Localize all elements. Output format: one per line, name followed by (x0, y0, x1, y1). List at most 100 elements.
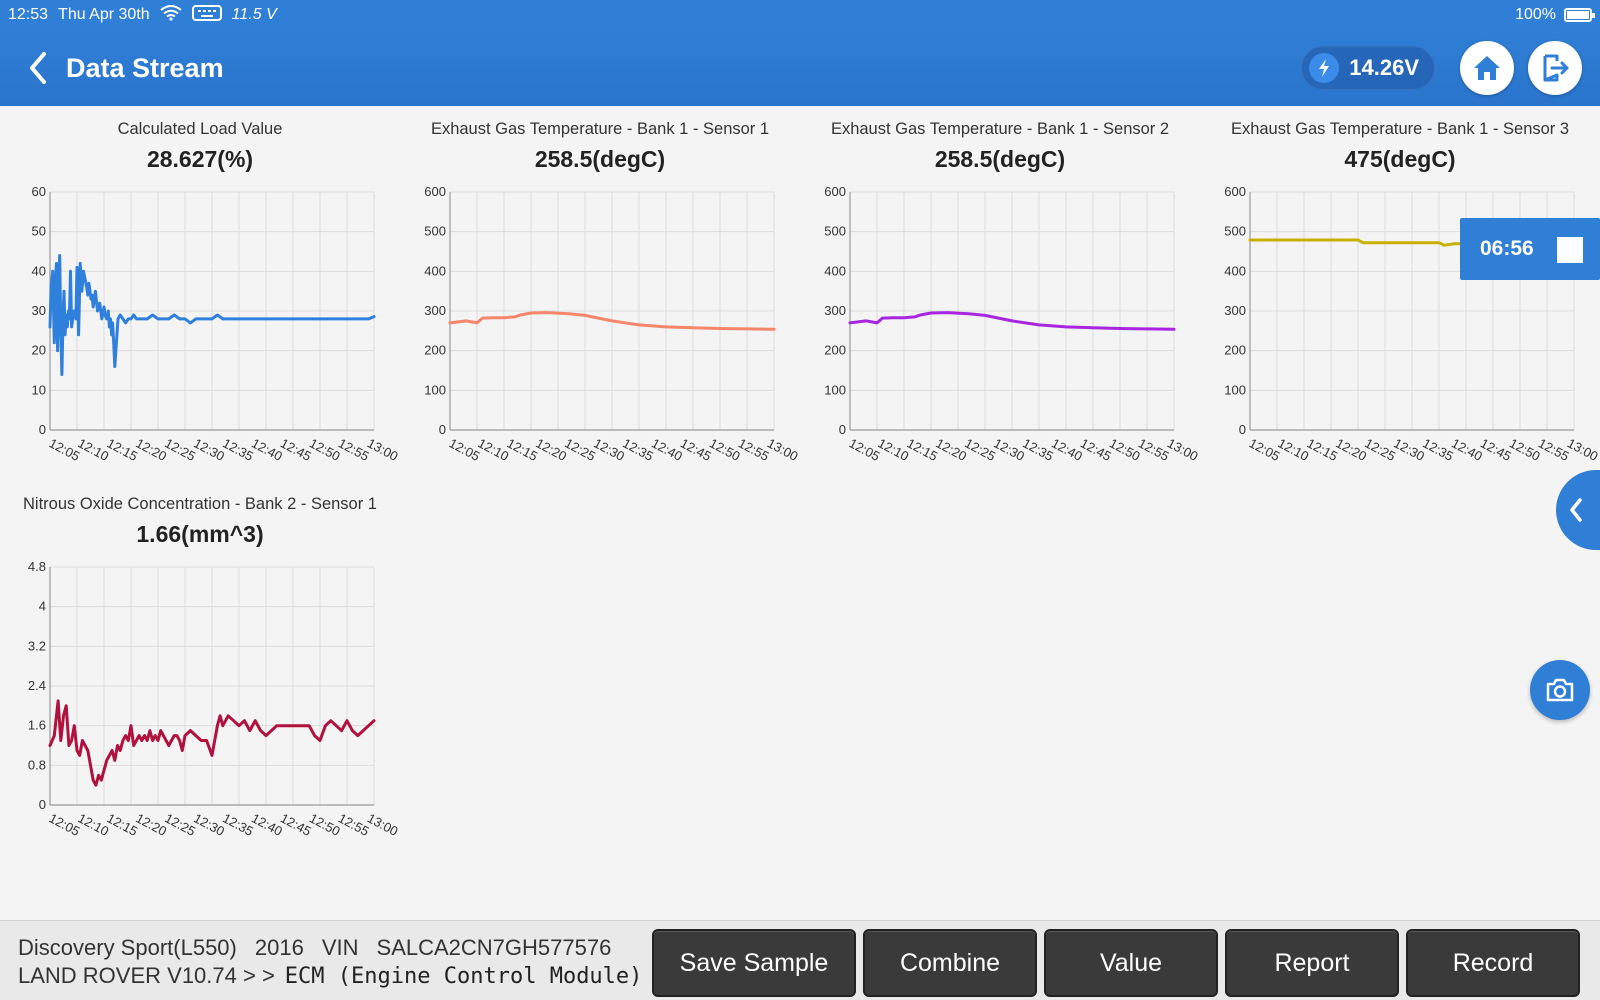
x-tick-label: 12:10 (76, 810, 112, 839)
x-tick-label: 12:35 (1420, 435, 1456, 464)
x-tick-label: 12:45 (1078, 435, 1114, 464)
y-tick-label: 300 (824, 303, 846, 318)
y-tick-label: 0 (839, 422, 846, 437)
y-tick-label: 1.6 (28, 718, 46, 733)
egt-sensor1-chart: 010020030040050060012:0512:1012:1512:201… (424, 184, 800, 464)
chart-title: Calculated Load Value (117, 120, 283, 138)
x-tick-label: 12:55 (336, 810, 372, 839)
y-tick-label: 3.2 (28, 638, 46, 653)
x-tick-label: 12:05 (1247, 435, 1283, 464)
timer-value: 06:56 (1480, 237, 1534, 260)
y-tick-label: 600 (424, 184, 446, 199)
date: Thu Apr 30th (58, 6, 150, 23)
x-tick-label: 12:40 (649, 435, 685, 464)
x-tick-label: 12:20 (133, 435, 169, 464)
wifi-icon (160, 4, 182, 26)
x-tick-label: 12:15 (104, 810, 140, 839)
x-tick-label: 12:35 (1020, 435, 1056, 464)
x-tick-label: 12:25 (162, 810, 198, 839)
y-tick-label: 600 (1224, 184, 1246, 199)
x-tick-label: 12:10 (476, 435, 512, 464)
app-header: Data Stream 14.26V (0, 30, 1600, 106)
x-tick-label: 12:35 (220, 435, 256, 464)
x-tick-label: 12:05 (47, 810, 83, 839)
screenshot-button[interactable] (1530, 660, 1590, 720)
x-tick-label: 12:55 (736, 435, 772, 464)
y-tick-label: 300 (1224, 303, 1246, 318)
x-tick-label: 12:15 (104, 435, 140, 464)
y-tick-label: 0 (39, 422, 46, 437)
x-tick-label: 13:00 (1565, 435, 1600, 464)
y-tick-label: 0.8 (28, 757, 46, 772)
y-tick-label: 100 (824, 382, 846, 397)
chart-title: Exhaust Gas Temperature - Bank 1 - Senso… (1230, 120, 1570, 138)
clock: 12:53 (8, 6, 49, 23)
chart-value: 28.627(%) (146, 146, 254, 172)
combine-button[interactable]: Combine (863, 929, 1037, 997)
page-title: Data Stream (66, 52, 224, 83)
x-tick-label: 12:45 (678, 435, 714, 464)
software-path: LAND ROVER V10.74 > > (18, 963, 275, 988)
load-chart: 010203040506012:0512:1012:1512:2012:2512… (32, 184, 400, 464)
x-tick-label: 12:50 (307, 810, 343, 839)
y-tick-label: 400 (1224, 263, 1246, 278)
x-tick-label: 12:25 (962, 435, 998, 464)
home-button[interactable] (1460, 41, 1514, 95)
egt-sensor2-chart: 010020030040050060012:0512:1012:1512:201… (824, 184, 1200, 464)
battery-voltage-badge: 14.26V (1301, 46, 1435, 90)
series-line (448, 311, 776, 331)
vehicle-year: 2016 (254, 935, 304, 960)
status-bar: 12:53 Thu Apr 30th 11.5 V 100% (0, 0, 1600, 30)
value-button[interactable]: Value (1044, 929, 1218, 997)
series-line (48, 254, 376, 376)
y-tick-label: 500 (1224, 224, 1246, 239)
chart-title: Nitrous Oxide Concentration - Bank 2 - S… (22, 495, 377, 513)
chart-panel-egt-s3[interactable]: Exhaust Gas Temperature - Bank 1 - Senso… (1200, 120, 1600, 470)
y-tick-label: 0 (439, 422, 446, 437)
chart-panel-load[interactable]: Calculated Load Value 28.627(%) 0 10 20 30 4… (0, 120, 400, 470)
vehicle-model: Discovery Sport(L550) (18, 935, 237, 960)
battery-percent: 100% (1515, 6, 1556, 23)
x-tick-label: 12:40 (1049, 435, 1085, 464)
chevron-left-icon (1570, 498, 1582, 522)
status-voltage: 11.5 V (231, 6, 277, 23)
y-tick-label: 40 (32, 263, 46, 278)
x-tick-label: 12:50 (1107, 435, 1143, 464)
x-tick-label: 12:55 (1536, 435, 1572, 464)
save-sample-button[interactable]: Save Sample (652, 929, 856, 997)
x-tick-label: 13:00 (365, 810, 400, 839)
chart-panel-egt-s1[interactable]: Exhaust Gas Temperature - Bank 1 - Senso… (400, 120, 800, 470)
x-tick-label: 12:30 (591, 435, 627, 464)
x-tick-label: 12:10 (1276, 435, 1312, 464)
camera-icon (1546, 678, 1574, 702)
x-tick-label: 12:10 (76, 435, 112, 464)
exit-button[interactable] (1528, 41, 1582, 95)
chevron-left-icon (30, 52, 46, 84)
x-tick-label: 12:55 (336, 435, 372, 464)
chart-value: 1.66(mm^3) (136, 521, 264, 547)
x-tick-label: 12:50 (307, 435, 343, 464)
x-tick-label: 12:30 (191, 435, 227, 464)
x-tick-label: 12:10 (876, 435, 912, 464)
chart-panel-nox[interactable]: Nitrous Oxide Concentration - Bank 2 - S… (0, 495, 400, 845)
battery-icon (1564, 8, 1595, 22)
series-line (48, 699, 376, 787)
y-tick-label: 2.4 (28, 678, 46, 693)
chart-title: Exhaust Gas Temperature - Bank 1 - Senso… (830, 120, 1170, 138)
y-tick-label: 200 (1224, 343, 1246, 358)
record-button[interactable]: Record (1406, 929, 1580, 997)
y-tick-label: 400 (424, 263, 446, 278)
keyboard-icon (191, 4, 222, 26)
module-name: ECM (Engine Control Module) (284, 964, 643, 989)
side-drawer-toggle[interactable] (1556, 470, 1600, 550)
chart-panel-egt-s2[interactable]: Exhaust Gas Temperature - Bank 1 - Senso… (800, 120, 1200, 470)
stop-record-button[interactable] (1557, 237, 1583, 263)
x-tick-label: 12:20 (133, 810, 169, 839)
back-button[interactable] (10, 40, 66, 96)
chart-title: Exhaust Gas Temperature - Bank 1 - Senso… (430, 120, 770, 138)
y-tick-label: 100 (424, 382, 446, 397)
y-tick-label: 500 (424, 224, 446, 239)
y-tick-label: 4 (39, 599, 46, 614)
x-tick-label: 12:20 (933, 435, 969, 464)
report-button[interactable]: Report (1225, 929, 1399, 997)
